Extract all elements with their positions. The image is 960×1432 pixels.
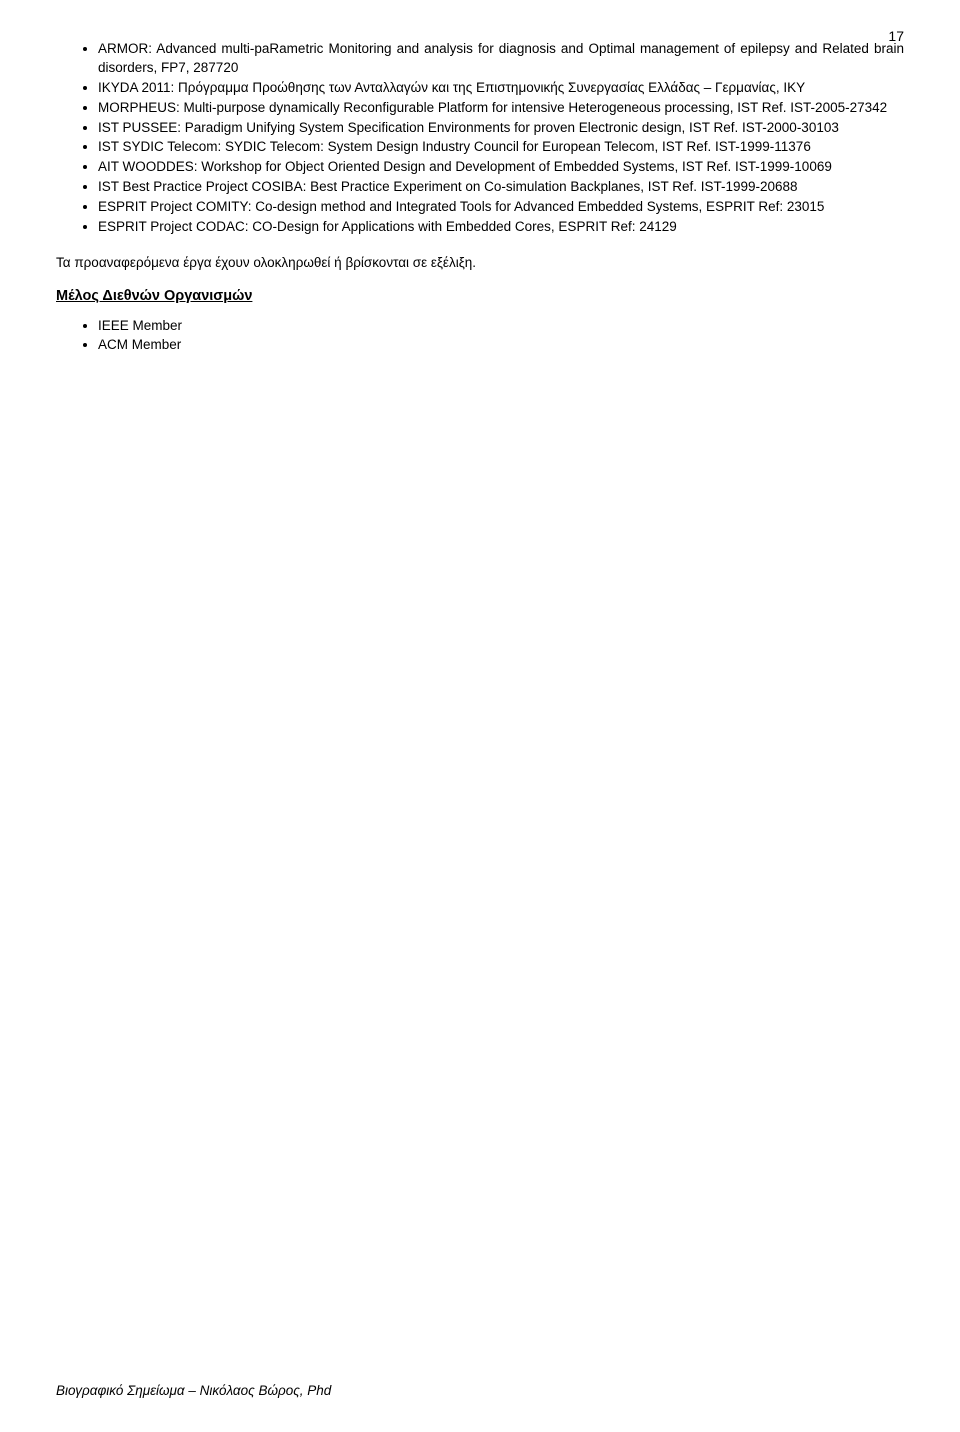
list-item: IST SYDIC Telecom: SYDIC Telecom: System… bbox=[98, 138, 904, 157]
memberships-list: IEEE Member ACM Member bbox=[56, 316, 904, 355]
projects-list: ARMOR: Advanced multi-paRametric Monitor… bbox=[56, 40, 904, 237]
list-item: ARMOR: Advanced multi-paRametric Monitor… bbox=[98, 40, 904, 78]
list-item: IST Best Practice Project COSIBA: Best P… bbox=[98, 178, 904, 197]
list-item: IST PUSSEE: Paradigm Unifying System Spe… bbox=[98, 119, 904, 138]
list-item: IEEE Member bbox=[98, 316, 904, 336]
page-number: 17 bbox=[888, 28, 904, 44]
list-item: MORPHEUS: Multi-purpose dynamically Reco… bbox=[98, 99, 904, 118]
list-item: ESPRIT Project COMITY: Co-design method … bbox=[98, 198, 904, 217]
list-item: ESPRIT Project CODAC: CO-Design for Appl… bbox=[98, 218, 904, 237]
list-item: AIT WOODDES: Workshop for Object Oriente… bbox=[98, 158, 904, 177]
list-item: ACM Member bbox=[98, 335, 904, 355]
section-heading: Μέλος Διεθνών Οργανισμών bbox=[56, 288, 904, 304]
closing-text: Τα προαναφερόμενα έργα έχουν ολοκληρωθεί… bbox=[56, 255, 904, 270]
footer-text: Βιογραφικό Σημείωμα – Νικόλαος Βώρος, Ph… bbox=[56, 1383, 331, 1398]
list-item: IKYDA 2011: Πρόγραμμα Προώθησης των Αντα… bbox=[98, 79, 904, 98]
